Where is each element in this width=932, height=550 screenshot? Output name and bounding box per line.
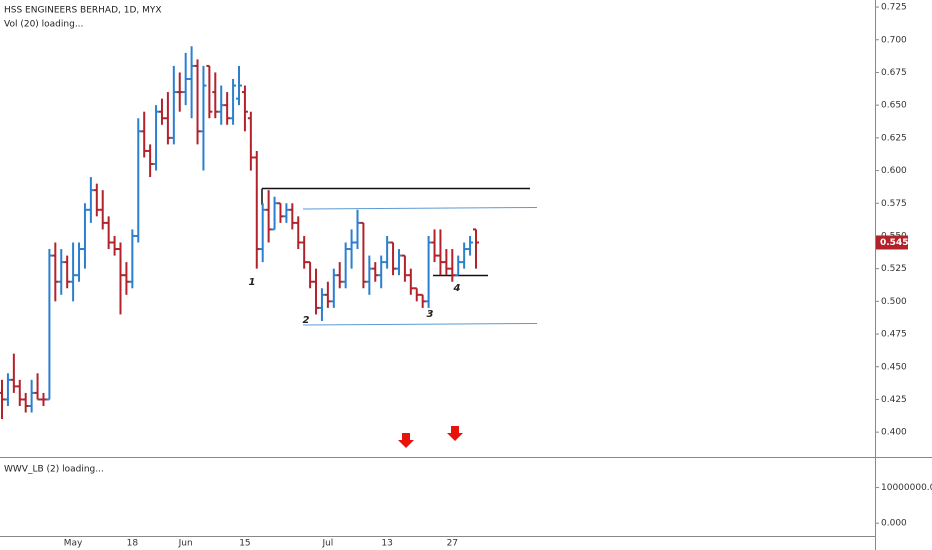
y-tick-label: 0.650 (881, 101, 907, 111)
x-tick-label: Jul (321, 539, 333, 549)
wave-label: 3 (427, 309, 434, 320)
y-tick-label: 0.400 (881, 428, 907, 438)
channel-line (302, 207, 538, 210)
y-tick-label: 0.675 (881, 68, 907, 78)
wave-label: 1 (249, 277, 256, 288)
x-tick-label: 18 (127, 539, 139, 549)
x-tick-label: 13 (381, 539, 392, 549)
y-tick-label: 0.725 (881, 3, 907, 13)
lower-pane-title: WWV_LB (2) loading... (4, 465, 104, 475)
last-price-label: 0.545 (880, 238, 908, 248)
y-tick-label: 10000000.000 (881, 483, 932, 493)
y-tick-label: 0.000 (881, 519, 907, 529)
y-tick-label: 0.525 (881, 264, 907, 274)
y-tick-label: 0.500 (881, 297, 907, 307)
y-tick-label: 0.475 (881, 330, 907, 340)
y-tick-label: 0.600 (881, 166, 907, 176)
x-tick-label: Jun (178, 539, 193, 549)
y-tick-label: 0.575 (881, 199, 907, 209)
signal-arrow (447, 426, 463, 441)
x-tick-label: 15 (239, 539, 250, 549)
bars (0, 46, 479, 420)
chart-subtitle: Vol (20) loading... (4, 20, 83, 30)
x-tick-label: May (64, 539, 83, 549)
y-tick-label: 0.625 (881, 133, 907, 143)
last-price-box (876, 235, 908, 250)
wave-label: 4 (453, 283, 461, 294)
y-tick-label: 0.700 (881, 35, 907, 45)
x-tick-label: 27 (447, 539, 458, 549)
y-tick-label: 0.425 (881, 395, 907, 405)
signal-arrow (398, 433, 414, 448)
channel-line (302, 323, 538, 326)
y-tick-label: 0.450 (881, 362, 907, 372)
wave-label: 2 (303, 315, 310, 326)
chart-title: HSS ENGINEERS BERHAD, 1D, MYX (4, 6, 162, 16)
